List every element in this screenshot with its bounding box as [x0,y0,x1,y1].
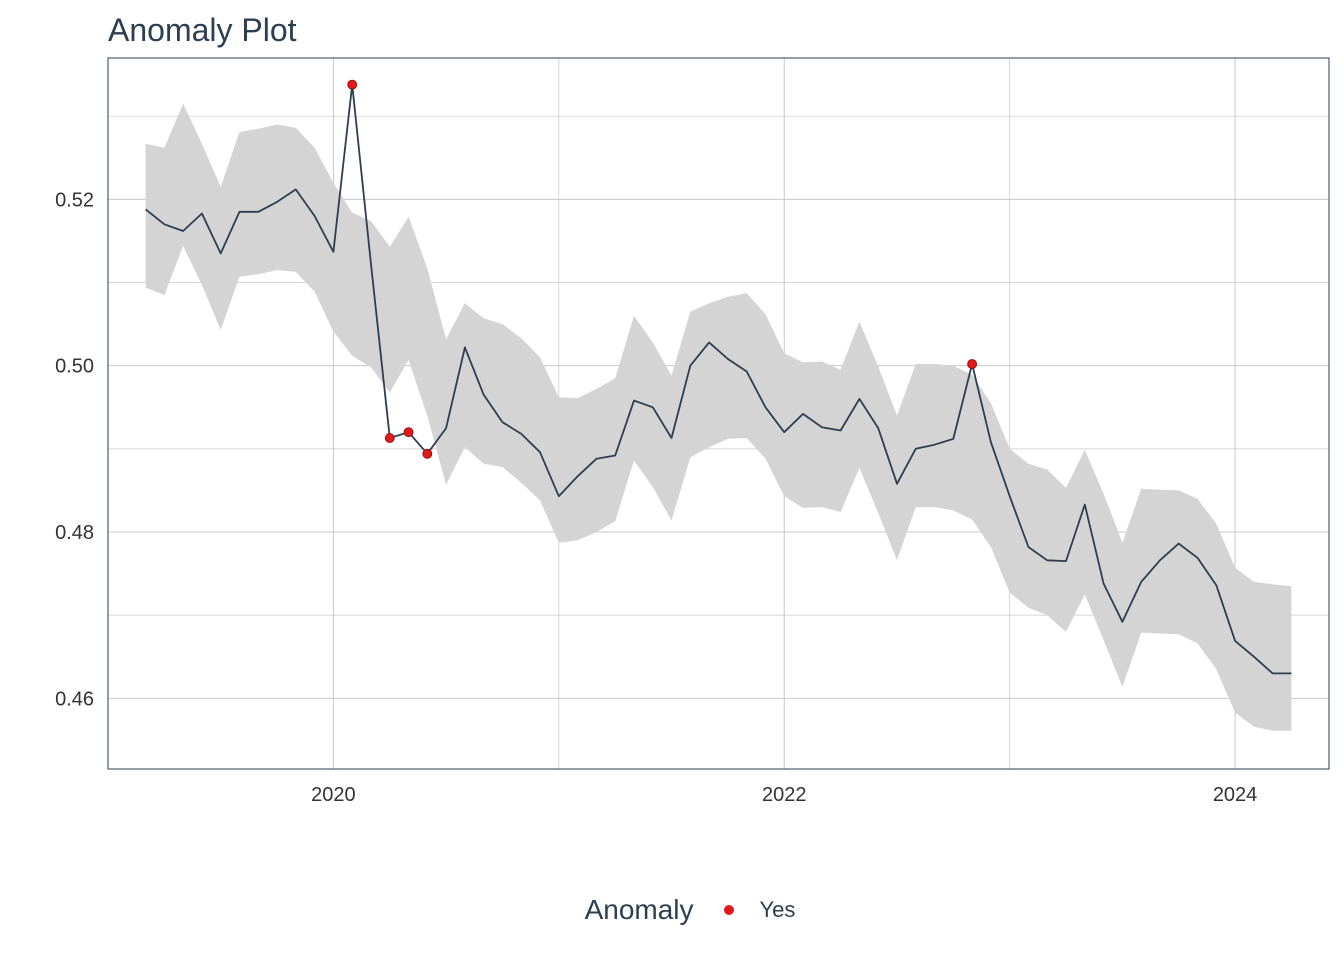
anomaly-point [422,448,433,459]
legend-label-yes: Yes [759,897,796,922]
legend-dot-icon [723,905,734,915]
y-tick-label: 0.46 [55,688,94,710]
anomaly-point [384,433,395,443]
x-tick-label: 2020 [311,784,356,806]
anomaly-point [403,427,414,438]
axis-layer: 0.46 0.48 0.50 0.52 2020 2022 2024 [55,189,1257,806]
x-tick-label: 2024 [1213,784,1258,806]
confidence-band-layer [145,103,1292,731]
confidence-band [145,103,1292,731]
series-line-layer [145,83,1292,675]
legend-title: Anomaly [584,894,694,925]
series-line-observed [145,83,1292,675]
y-tick-label: 0.50 [55,356,94,378]
anomaly-point [967,359,977,369]
y-tick-label: 0.52 [55,189,94,211]
anomaly-point [347,79,358,90]
y-tick-label: 0.48 [55,522,94,544]
legend-key-anomaly [722,903,736,917]
anomaly-points-layer [347,79,977,459]
x-tick-label: 2022 [762,784,807,806]
chart-title: Anomaly Plot [108,12,297,48]
panel-border [107,57,1330,770]
legend: Anomaly Yes [0,888,1344,932]
